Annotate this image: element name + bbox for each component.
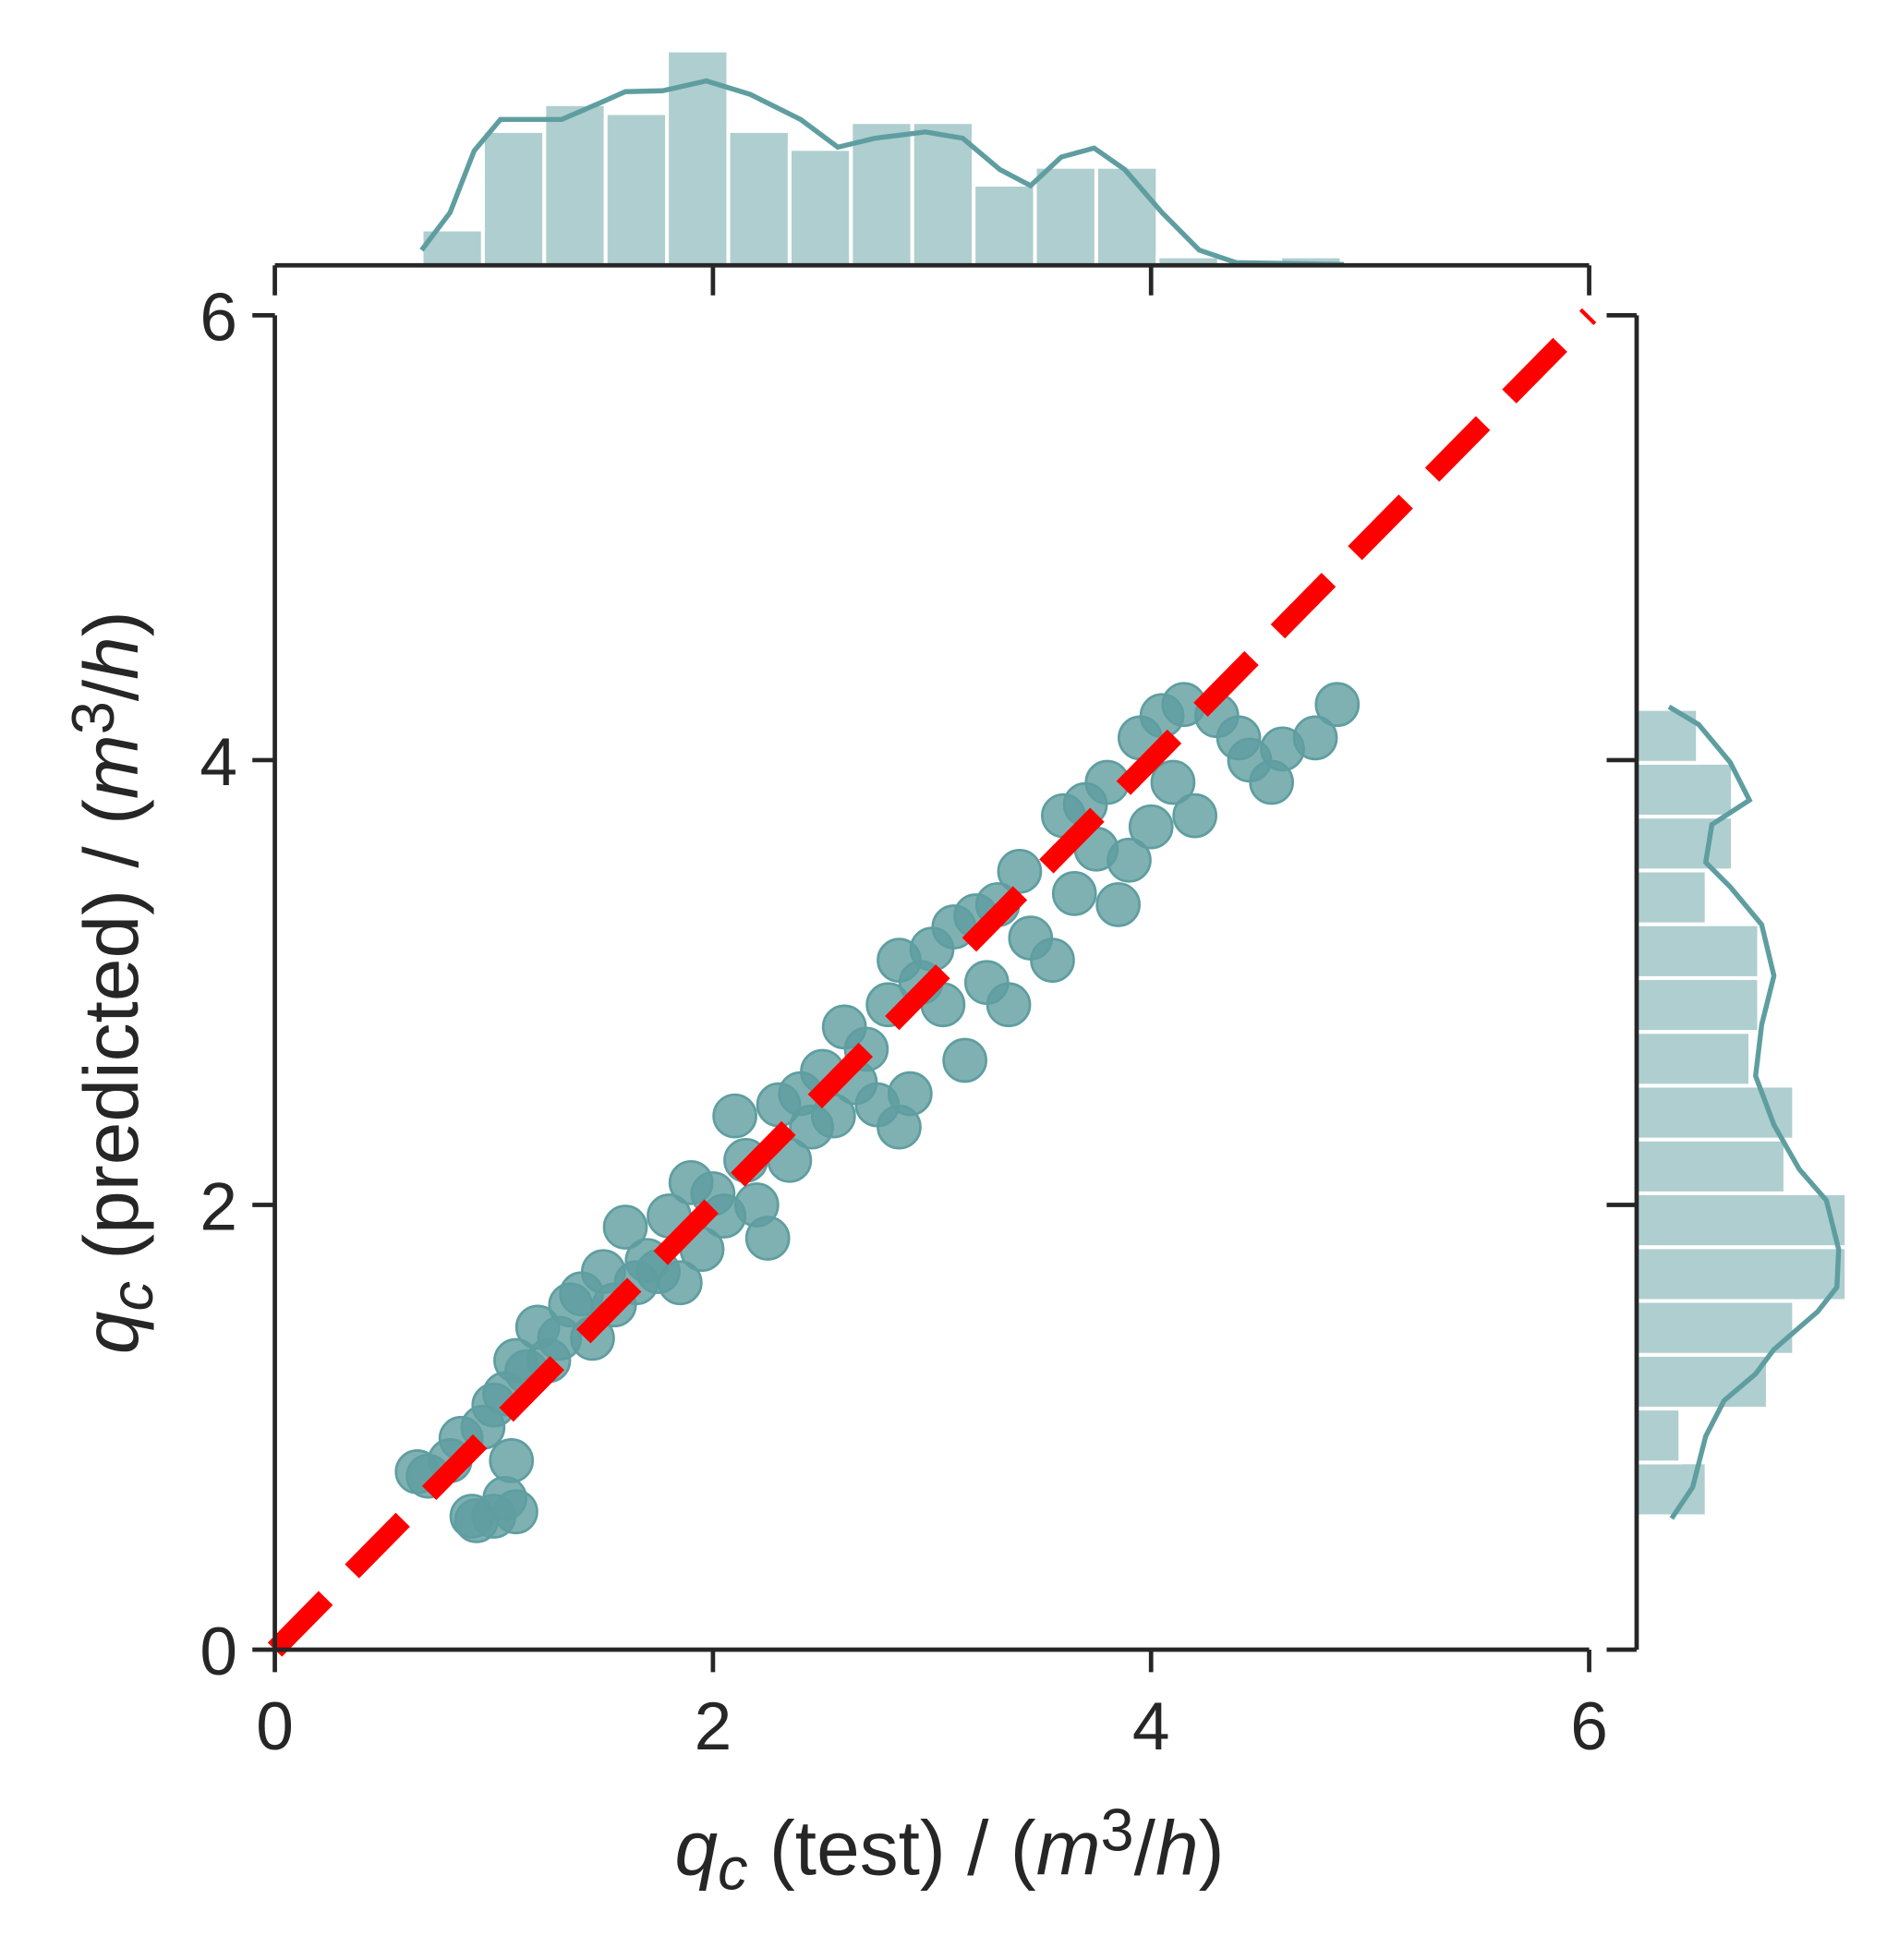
scatter-point — [942, 1037, 987, 1083]
axis-label-part: h — [1155, 1804, 1199, 1891]
right-hist-bar — [1634, 975, 1761, 1034]
y-tick-label: 6 — [200, 280, 237, 355]
x-tick-label: 0 — [256, 1689, 294, 1764]
axis-label-part: 3 — [59, 701, 127, 734]
scatter-point — [1150, 759, 1196, 805]
scatter-point — [986, 982, 1032, 1028]
y-axis-label: qc (predicted) / (m3/h) — [59, 611, 165, 1354]
top-kde — [419, 78, 1344, 268]
scatter-point — [1292, 715, 1338, 761]
x-tick-label: 2 — [695, 1689, 732, 1764]
axis-label-part: ) — [1199, 1804, 1225, 1891]
scatter-point — [1051, 871, 1097, 916]
scatter-point — [1128, 804, 1174, 850]
axis-label-part: m — [67, 734, 154, 799]
reference-line — [267, 308, 1597, 1657]
x-tick-label: 4 — [1132, 1689, 1170, 1764]
scatter-point — [657, 1260, 703, 1306]
right-hist-bar — [1634, 760, 1736, 819]
x-tick-label: 6 — [1570, 1689, 1608, 1764]
right-hist-bar — [1634, 1299, 1796, 1357]
right-hist-bar — [1634, 868, 1709, 926]
y-tick-label: 0 — [200, 1615, 237, 1689]
top-hist-bar — [603, 111, 670, 268]
scatter-point — [1107, 837, 1152, 883]
scatter-point — [1030, 938, 1075, 983]
axis-label-part: q — [674, 1804, 718, 1891]
top-hist-bar — [787, 147, 853, 268]
axis-label-part: / — [1134, 1804, 1156, 1891]
scatter-point — [1172, 792, 1218, 839]
axis-label-part: c — [718, 1835, 747, 1903]
top-hist-bar — [1033, 164, 1098, 268]
right-hist-bar — [1634, 1030, 1753, 1088]
scatter-point — [1095, 882, 1141, 927]
axis-label-part: c — [98, 1281, 165, 1311]
axis-label-part: (predicted) / ( — [67, 799, 154, 1281]
axis-label-part: / — [67, 679, 154, 701]
top-hist-bar — [1094, 164, 1160, 268]
axis-label-part: (test) / ( — [748, 1804, 1036, 1891]
axis-label-part: h — [67, 636, 154, 680]
x-axis-label: qc (test) / (m3/h) — [674, 1796, 1224, 1902]
right-hist-bar — [1634, 1137, 1787, 1195]
right-kde — [1667, 704, 1842, 1520]
top-hist-bar — [972, 183, 1037, 268]
top-hist-bar — [726, 128, 792, 268]
top-hist-bar — [480, 128, 547, 268]
right-hist-bar — [1634, 922, 1761, 980]
right-hist-bar — [1634, 1406, 1683, 1465]
axis-label-part: q — [67, 1311, 154, 1354]
top-hist-bar — [910, 120, 976, 268]
scatter-point — [1314, 682, 1361, 728]
right-hist-bar — [1634, 1245, 1849, 1303]
scatter-point — [997, 848, 1043, 894]
scatter-point — [712, 1093, 757, 1139]
scatter-point — [493, 1489, 538, 1535]
right-hist-bar — [1634, 815, 1736, 873]
axis-label-part: ) — [67, 611, 154, 636]
marks: 0 2 4 6 0 2 4 6 — [200, 48, 1849, 1764]
scatter-point — [744, 1216, 791, 1261]
scatter-point — [887, 1071, 933, 1117]
y-tick-label: 2 — [200, 1170, 237, 1245]
scatter-point — [489, 1438, 535, 1483]
y-tick-label: 4 — [200, 725, 237, 800]
right-hist-bar — [1634, 1191, 1849, 1250]
axis-label-part: m — [1036, 1804, 1101, 1891]
scatter-point — [602, 1204, 648, 1250]
axis-label-part: 3 — [1101, 1796, 1134, 1863]
top-hist-bar — [542, 102, 608, 268]
